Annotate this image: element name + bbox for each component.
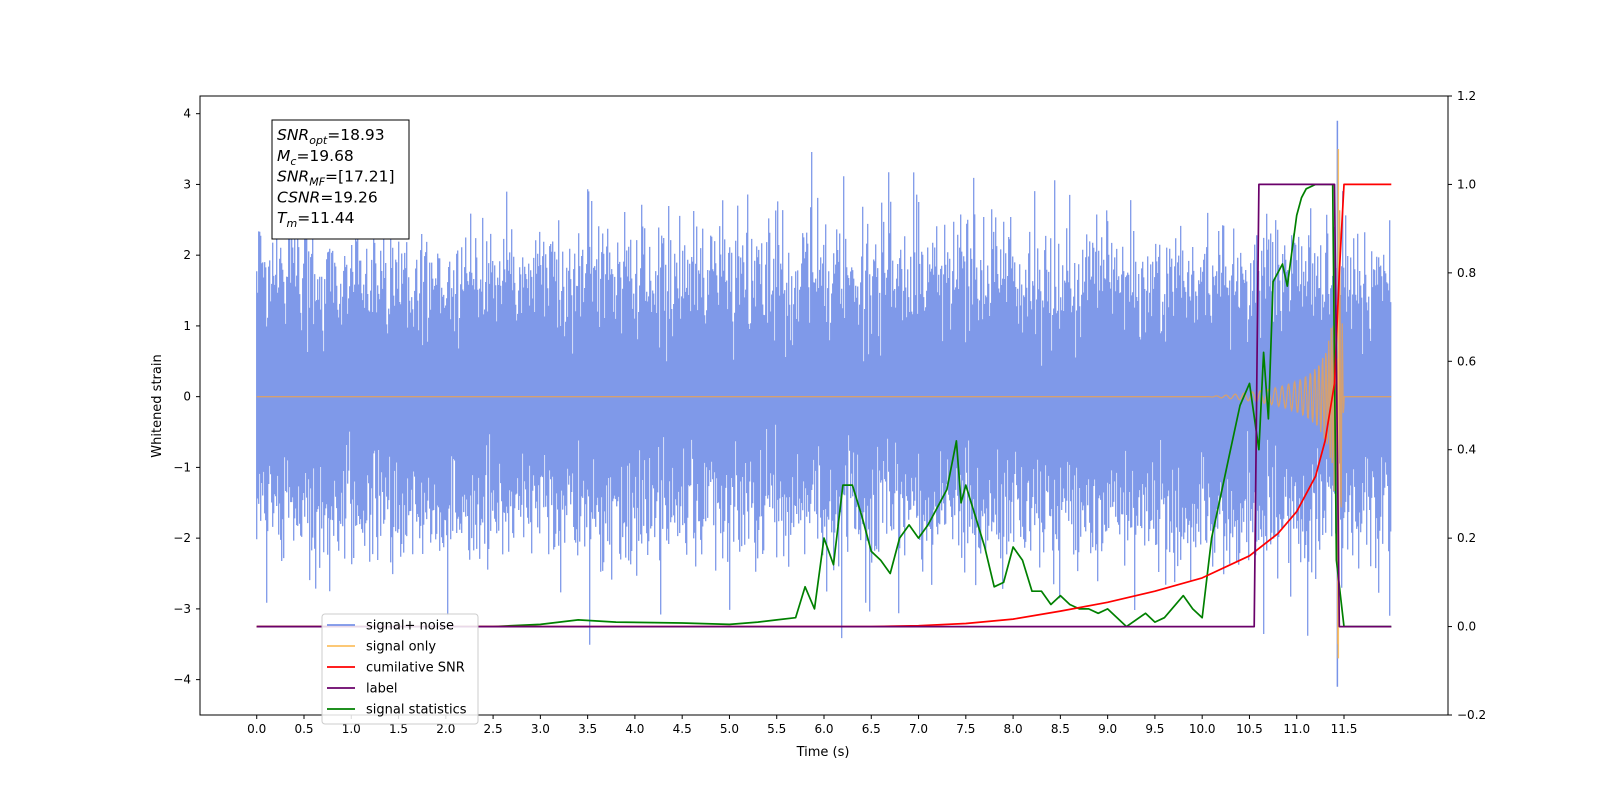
legend: signal+ noise signal only cumilative SNR la… — [321, 613, 479, 725]
annotation-symbol: T — [277, 209, 288, 227]
annotation-value: =18.93 — [327, 126, 384, 144]
y-right-tick-label: 0.2 — [1457, 531, 1476, 545]
y-right-tick-label: 1.2 — [1457, 89, 1476, 103]
x-tick-label: 5.5 — [767, 722, 786, 736]
y-left-tick-label: 1 — [183, 319, 191, 333]
x-tick-label: 5.0 — [720, 722, 739, 736]
x-tick-label: 11.0 — [1283, 722, 1310, 736]
x-tick-label: 10.0 — [1189, 722, 1216, 736]
y-right-tick-label: 0.4 — [1457, 443, 1476, 457]
y-left-tick-label: −4 — [173, 673, 191, 687]
x-tick-label: 1.5 — [389, 722, 408, 736]
x-tick-label: 1.0 — [342, 722, 361, 736]
signal-statistics-line — [256, 183, 1392, 628]
annotation-symbol: SNR — [277, 126, 309, 144]
y-axis-right: 1.2 1.0 0.8 0.6 0.4 0.2 0.0 −0.2 — [1448, 89, 1486, 722]
label-line — [256, 183, 1392, 628]
annotation-value: =19.68 — [296, 147, 353, 165]
x-tick-label: 9.5 — [1145, 722, 1164, 736]
annotation-box: SNRopt=18.93Mc=19.68SNRMF=[17.21]CSNR=19… — [271, 119, 410, 240]
x-tick-label: 8.5 — [1051, 722, 1070, 736]
x-tick-label: 6.0 — [814, 722, 833, 736]
annotation-subscript: MF — [309, 176, 325, 189]
y-right-tick-label: 1.0 — [1457, 177, 1476, 191]
annotation-line: CSNR=19.26 — [277, 188, 378, 206]
x-tick-label: 0.0 — [247, 722, 266, 736]
y-right-tick-label: 0.0 — [1457, 620, 1476, 634]
x-tick-label: 9.0 — [1098, 722, 1117, 736]
annotation-value: =[17.21] — [325, 168, 394, 186]
y-left-tick-label: 3 — [183, 177, 191, 191]
annotation-symbol: M — [277, 147, 290, 165]
y-left-tick-label: −2 — [173, 531, 191, 545]
x-tick-label: 3.5 — [578, 722, 597, 736]
annotation-line: SNRMF=[17.21] — [277, 168, 395, 189]
annotation-line: SNRopt=18.93 — [277, 126, 385, 147]
y-left-tick-label: −3 — [173, 602, 191, 616]
x-tick-label: 7.5 — [956, 722, 975, 736]
annotation-subscript: m — [286, 217, 297, 230]
annotation-value: =19.26 — [320, 188, 377, 206]
y-right-tick-label: 0.8 — [1457, 266, 1476, 280]
y-axis-label: Whitened strain — [150, 354, 165, 457]
annotation-line: Mc=19.68 — [277, 147, 354, 168]
x-tick-label: 3.0 — [531, 722, 550, 736]
x-axis-label: Time (s) — [796, 745, 850, 760]
annotation-symbol: CSNR — [277, 188, 320, 206]
legend-label: cumilative SNR — [366, 661, 465, 676]
y-left-tick-label: −1 — [173, 460, 191, 474]
x-tick-label: 4.5 — [673, 722, 692, 736]
x-tick-label: 6.5 — [862, 722, 881, 736]
legend-label: signal+ noise — [366, 619, 454, 634]
cumulative-snr-line — [256, 183, 1392, 628]
annotation-line: Tm=11.44 — [277, 209, 355, 230]
x-tick-label: 8.0 — [1004, 722, 1023, 736]
y-left-tick-label: 4 — [183, 107, 191, 121]
y-left-tick-label: 0 — [183, 390, 191, 404]
annotation-subscript: c — [290, 155, 296, 168]
x-tick-label: 2.5 — [484, 722, 503, 736]
annotation-symbol: SNR — [277, 168, 309, 186]
x-tick-label: 4.0 — [625, 722, 644, 736]
annotation-subscript: opt — [309, 134, 328, 147]
y-left-tick-label: 2 — [183, 248, 191, 262]
right-axis-series — [256, 183, 1392, 628]
annotation-value: =11.44 — [297, 209, 354, 227]
y-right-tick-label: 0.6 — [1457, 354, 1476, 368]
x-tick-label: 7.0 — [909, 722, 928, 736]
x-tick-label: 2.0 — [436, 722, 455, 736]
signal-noise-trace — [256, 152, 1392, 645]
legend-label: signal only — [366, 640, 436, 655]
x-tick-label: 10.5 — [1236, 722, 1263, 736]
signal-only-trace — [256, 210, 1392, 645]
legend-label: signal statistics — [366, 703, 467, 718]
legend-label: label — [366, 682, 397, 697]
x-tick-label: 0.5 — [294, 722, 313, 736]
x-tick-label: 11.5 — [1331, 722, 1358, 736]
y-axis-left: 4 3 2 1 0 −1 −2 −3 −4 — [173, 107, 200, 687]
y-right-tick-label: −0.2 — [1457, 708, 1486, 722]
x-axis: 0.0 0.5 1.0 1.5 2.0 2.5 3.0 3.5 4.0 4.5 5.0 5.5 6.0 6… — [247, 715, 1357, 736]
